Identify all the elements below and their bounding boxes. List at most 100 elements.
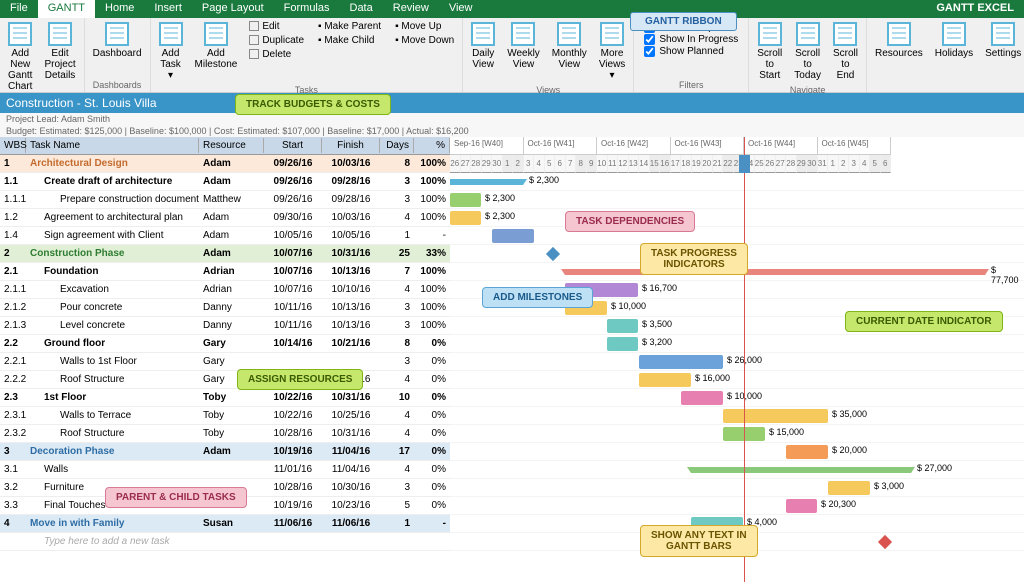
ribbon-add-new-gantt-chart[interactable]: Add NewGantt Chart (4, 20, 36, 94)
task-row[interactable]: 2.3.2Roof StructureToby10/28/1610/31/164… (0, 425, 450, 443)
ribbon-daily-view[interactable]: DailyView (467, 20, 499, 72)
filter-show-in-progress[interactable]: Show In Progress (644, 34, 738, 45)
cell-res: Matthew (199, 193, 264, 206)
ribbon-scroll-to-today[interactable]: Scroll toToday (790, 20, 825, 83)
task-bar[interactable] (639, 355, 723, 369)
cell-wbs: 1 (0, 157, 26, 170)
task-bar[interactable] (828, 481, 870, 495)
task-row[interactable]: 1.2Agreement to architectural planAdam09… (0, 209, 450, 227)
gantt-row: $ 16,000 (450, 371, 1024, 389)
task-row[interactable]: 3.1Walls11/01/1611/04/1640% (0, 461, 450, 479)
menu-gantt[interactable]: GANTT (38, 0, 95, 18)
task-row[interactable]: 2.3.1Walls to TerraceToby10/22/1610/25/1… (0, 407, 450, 425)
ribbon-scroll-to-start[interactable]: Scrollto Start (753, 20, 786, 83)
task-row[interactable]: 2.2.1Walls to 1st FloorGary30% (0, 353, 450, 371)
milestone-marker[interactable] (546, 247, 560, 261)
task-bar[interactable] (492, 229, 534, 243)
ribbon-scroll-to-end[interactable]: Scrollto End (829, 20, 862, 83)
project-header: Construction - St. Louis Villa TRACK BUD… (0, 93, 1024, 113)
col-task-name[interactable]: Task Name (26, 138, 199, 153)
col-start[interactable]: Start (264, 138, 322, 153)
ribbon-edit-project-details[interactable]: Edit ProjectDetails (40, 20, 79, 83)
ribbon-duplicate[interactable]: Duplicate (245, 34, 308, 47)
col-finish[interactable]: Finish (322, 138, 380, 153)
menu-review[interactable]: Review (383, 0, 439, 18)
ribbon-make-child[interactable]: ▪ Make Child (314, 34, 385, 47)
menu-formulas[interactable]: Formulas (274, 0, 340, 18)
gantt-row: $ 77,700 (450, 263, 1024, 281)
gantt-row: $ 35,000 (450, 407, 1024, 425)
task-row[interactable]: 2.1.1ExcavationAdrian10/07/1610/10/16410… (0, 281, 450, 299)
ribbon-make-parent[interactable]: ▪ Make Parent (314, 20, 385, 33)
menu-data[interactable]: Data (340, 0, 383, 18)
ribbon-edit[interactable]: Edit (245, 20, 308, 33)
col-days[interactable]: Days (380, 138, 414, 153)
cell-start: 09/30/16 (264, 211, 322, 224)
task-row[interactable]: 1Architectural DesignAdam09/26/1610/03/1… (0, 155, 450, 173)
summary-bar[interactable] (565, 269, 985, 275)
ribbon-move-up[interactable]: ▪ Move Up (391, 20, 458, 33)
menu-view[interactable]: View (439, 0, 483, 18)
task-row[interactable]: 2.31st FloorToby10/22/1610/31/16100% (0, 389, 450, 407)
task-row[interactable]: 2.1FoundationAdrian10/07/1610/13/167100% (0, 263, 450, 281)
ribbon-dashboard[interactable]: Dashboard (89, 20, 146, 61)
ribbon-add-milestone[interactable]: AddMilestone (191, 20, 242, 72)
task-bar[interactable] (681, 391, 723, 405)
ribbon-group-label (871, 88, 1024, 90)
task-row[interactable]: 2.1.3Level concreteDanny10/11/1610/13/16… (0, 317, 450, 335)
task-row[interactable]: 3.2Furniture10/28/1610/30/1630% (0, 479, 450, 497)
cell-name: Walls (26, 463, 199, 476)
col-resource[interactable]: Resource (199, 138, 264, 153)
ribbon-weekly-view[interactable]: WeeklyView (503, 20, 544, 72)
task-row[interactable]: 3Decoration PhaseAdam10/19/1611/04/16170… (0, 443, 450, 461)
task-row[interactable]: 1.1Create draft of architectureAdam09/26… (0, 173, 450, 191)
ribbon-delete[interactable]: Delete (245, 48, 308, 61)
cell-days: 3 (380, 481, 414, 494)
task-row[interactable]: 2.2.2Roof StructureGary10/18/1610/21/164… (0, 371, 450, 389)
cell-pct: 100% (414, 265, 450, 278)
cell-res: Adam (199, 175, 264, 188)
ribbon-monthly-view[interactable]: MonthlyView (548, 20, 591, 72)
cell-res (199, 487, 264, 489)
task-bar[interactable] (691, 517, 743, 531)
task-row[interactable]: 3.3Final TouchesSara10/19/1610/23/1650% (0, 497, 450, 515)
milestone-marker[interactable] (878, 535, 892, 549)
col-wbs[interactable]: WBS (0, 138, 26, 153)
task-bar[interactable] (450, 211, 481, 225)
ribbon-holidays[interactable]: Holidays (931, 20, 977, 61)
task-row[interactable]: 1.1.1Prepare construction documentsMatth… (0, 191, 450, 209)
task-bar[interactable] (607, 319, 638, 333)
day-header: 3 (524, 155, 535, 173)
ribbon-add-task[interactable]: AddTask ▾ (155, 20, 187, 83)
task-row[interactable]: 4Move in with FamilySusan11/06/1611/06/1… (0, 515, 450, 533)
task-bar[interactable] (565, 283, 638, 297)
ribbon-more-views[interactable]: MoreViews ▾ (595, 20, 630, 83)
day-header: 19 (692, 155, 703, 173)
task-row[interactable]: 2.1.2Pour concreteDanny10/11/1610/13/163… (0, 299, 450, 317)
new-task-row[interactable]: Type here to add a new task (0, 533, 450, 551)
task-bar[interactable] (639, 373, 691, 387)
ribbon-settings[interactable]: Settings (981, 20, 1024, 61)
task-bar[interactable] (786, 445, 828, 459)
task-row[interactable]: 2Construction PhaseAdam10/07/1610/31/162… (0, 245, 450, 263)
filter-show-planned[interactable]: Show Planned (644, 46, 738, 57)
ribbon-resources[interactable]: Resources (871, 20, 927, 61)
task-bar[interactable] (565, 301, 607, 315)
menu-insert[interactable]: Insert (144, 0, 192, 18)
task-bar[interactable] (786, 499, 817, 513)
task-bar[interactable] (607, 337, 638, 351)
task-bar[interactable] (450, 193, 481, 207)
cell-start: 09/26/16 (264, 175, 322, 188)
cell-name: Prepare construction documents (26, 193, 199, 206)
day-header: 3 (849, 155, 860, 173)
summary-bar[interactable] (450, 179, 523, 185)
ribbon-move-down[interactable]: ▪ Move Down (391, 34, 458, 47)
menu-home[interactable]: Home (95, 0, 144, 18)
task-row[interactable]: 2.2Ground floorGary10/14/1610/21/1680% (0, 335, 450, 353)
task-row[interactable]: 1.4Sign agreement with ClientAdam10/05/1… (0, 227, 450, 245)
menu-file[interactable]: File (0, 0, 38, 18)
task-bar[interactable] (723, 409, 828, 423)
col--[interactable]: % (414, 138, 450, 153)
summary-bar[interactable] (691, 467, 911, 473)
menu-page-layout[interactable]: Page Layout (192, 0, 274, 18)
